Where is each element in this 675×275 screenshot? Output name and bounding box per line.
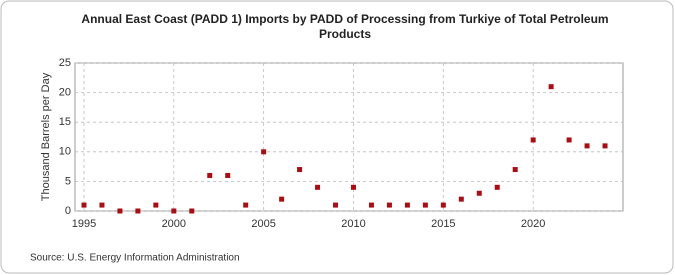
point: [476, 190, 482, 196]
point: [243, 202, 249, 208]
point: [171, 208, 177, 214]
point: [584, 143, 590, 149]
y-tick-label: 25: [59, 57, 71, 69]
x-tick-label: 2020: [521, 218, 545, 230]
point: [279, 196, 285, 202]
plot-area: [74, 62, 624, 212]
x-tick-label: 2010: [341, 218, 365, 230]
source: Source: U.S. Energy Information Administ…: [30, 253, 240, 264]
y-tick-label: 15: [59, 116, 71, 128]
y-tick-label: 10: [59, 146, 71, 158]
point: [315, 184, 321, 190]
point: [368, 202, 374, 208]
point: [207, 172, 213, 178]
point: [261, 149, 267, 155]
point: [99, 202, 105, 208]
y-tick-label: 5: [65, 175, 71, 187]
point: [566, 137, 572, 143]
title-line: Products: [319, 27, 371, 41]
point: [153, 202, 159, 208]
point: [602, 143, 608, 149]
y-tick-label: 20: [59, 87, 71, 99]
x-tick-label: 2000: [162, 218, 186, 230]
point: [297, 167, 303, 173]
point: [386, 202, 392, 208]
point: [494, 184, 500, 190]
point: [530, 137, 536, 143]
y-axis-label: Thousand Barrels per Day: [40, 72, 52, 201]
point: [333, 202, 339, 208]
point: [81, 202, 87, 208]
point: [440, 202, 446, 208]
x-tick-label: 2005: [251, 218, 275, 230]
y-tick-label: 0: [65, 205, 71, 217]
point: [458, 196, 464, 202]
point: [225, 172, 231, 178]
point: [189, 208, 195, 214]
point: [117, 208, 123, 214]
point: [404, 202, 410, 208]
point: [135, 208, 141, 214]
chart-title: Annual East Coast (PADD 1) Imports by PA…: [81, 12, 608, 41]
point: [512, 167, 518, 173]
title-line: Annual East Coast (PADD 1) Imports by PA…: [81, 12, 608, 26]
x-tick-label: 2015: [431, 218, 455, 230]
x-tick-label: 1995: [72, 218, 96, 230]
point: [548, 84, 554, 90]
point: [350, 184, 356, 190]
point: [422, 202, 428, 208]
